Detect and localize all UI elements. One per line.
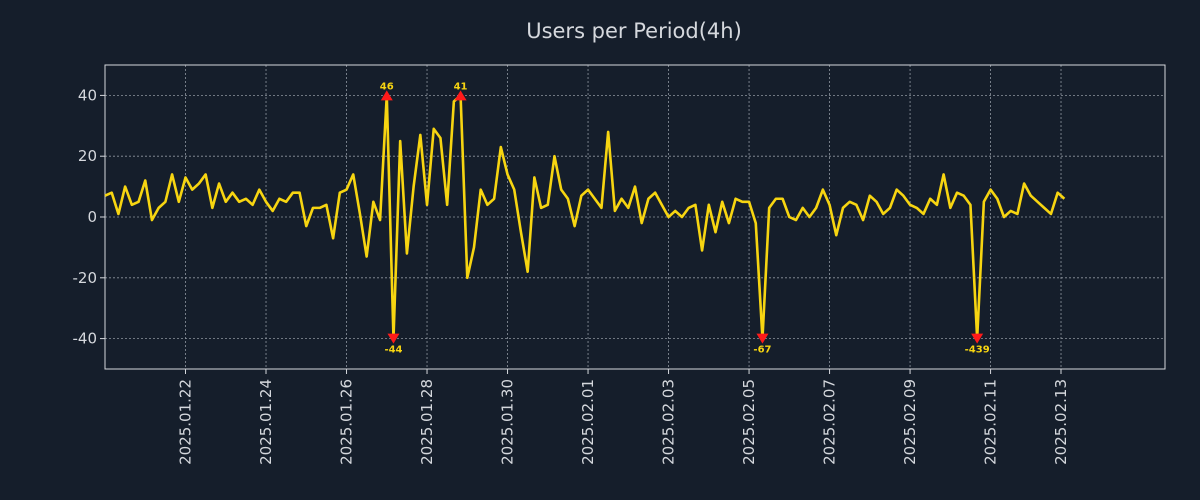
x-tick-label: 2025.01.24 — [257, 379, 275, 465]
x-tick-label: 2025.02.05 — [740, 379, 758, 465]
x-tick-label: 2025.01.28 — [418, 379, 436, 465]
anomaly-label: -67 — [753, 345, 771, 356]
anomaly-label: -44 — [384, 345, 402, 356]
x-tick-label: 2025.02.01 — [579, 379, 597, 465]
y-tick-label: -40 — [73, 330, 98, 348]
y-tick-label: 40 — [78, 86, 97, 104]
anomaly-label: 46 — [380, 81, 394, 92]
y-tick-label: -20 — [73, 269, 98, 287]
x-tick-label: 2025.02.11 — [982, 379, 1000, 465]
x-tick-label: 2025.02.07 — [821, 379, 839, 465]
x-tick-label: 2025.02.13 — [1052, 379, 1070, 465]
annotations: 46 41 -44 -67 -439 — [380, 81, 990, 355]
x-tick-label: 2025.02.03 — [660, 379, 678, 465]
anomaly-marker — [756, 333, 769, 344]
x-tick-label: 2025.01.30 — [499, 379, 517, 465]
anomaly-marker — [971, 333, 984, 344]
anomaly-label: -439 — [965, 345, 990, 356]
x-tick-label: 2025.01.26 — [338, 379, 356, 465]
anomaly-label: 41 — [454, 81, 468, 92]
x-tick-label: 2025.01.22 — [177, 379, 195, 465]
anomaly-marker — [454, 90, 467, 101]
chart-title: Users per Period(4h) — [526, 19, 742, 43]
axes: -40 -20 0 20 40 2025.01.22 2025.01.24 2025.01.2… — [73, 64, 1166, 465]
anomaly-marker — [387, 333, 400, 344]
x-tick-label: 2025.02.09 — [901, 379, 919, 465]
series — [104, 94, 1066, 340]
grid — [105, 65, 1165, 369]
anomaly-marker — [380, 90, 393, 101]
y-tick-label: 0 — [87, 208, 97, 226]
series-line — [104, 94, 1066, 340]
y-tick-label: 20 — [78, 147, 97, 165]
